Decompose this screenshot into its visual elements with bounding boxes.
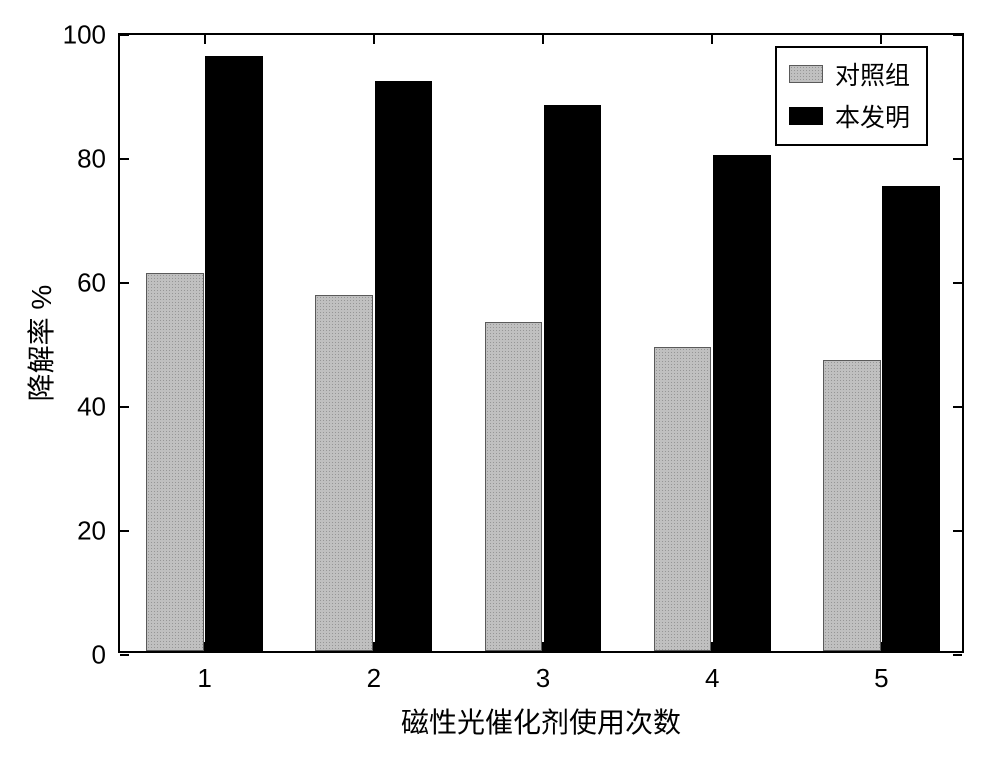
figure: 0 20 40 60 80 100 1 2 3 4 5 降解率 % 磁性光催化剂使用次数 对照组 本… [0,0,1000,757]
legend-row: 本发明 [789,98,910,134]
y-tick-mark [953,282,962,284]
legend-label-invention: 本发明 [835,98,910,134]
legend-swatch-control [789,65,823,83]
y-tick-mark [120,406,129,408]
y-tick-label: 80 [77,144,120,175]
y-tick-mark [953,406,962,408]
bar-control [315,295,373,652]
y-tick-label: 100 [63,20,120,51]
y-tick-mark [953,34,962,36]
bar-control [485,322,543,651]
x-tick-label: 4 [705,651,719,694]
y-tick-mark [953,530,962,532]
x-tick-label: 3 [536,651,550,694]
y-tick-label: 60 [77,268,120,299]
bar-invention [375,81,433,651]
y-tick-mark [120,158,129,160]
x-tick-label: 2 [367,651,381,694]
y-axis-label: 降解率 % [20,285,60,402]
legend-row: 对照组 [789,56,910,92]
bar-invention [544,105,602,651]
y-tick-mark [953,654,962,656]
bar-invention [713,155,771,651]
bar-invention [882,186,940,651]
x-tick-mark [542,35,544,44]
x-axis-label: 磁性光催化剂使用次数 [401,701,681,741]
y-tick-label: 40 [77,392,120,423]
y-tick-label: 0 [92,640,120,671]
x-tick-mark [711,35,713,44]
y-tick-mark [120,654,129,656]
y-tick-label: 20 [77,516,120,547]
bar-invention [205,56,263,651]
bar-control [146,273,204,651]
y-tick-mark [120,34,129,36]
y-tick-mark [120,530,129,532]
bar-control [823,360,881,651]
y-tick-mark [953,158,962,160]
legend-swatch-invention [789,107,823,125]
x-tick-mark [204,35,206,44]
bar-control [654,347,712,651]
x-tick-label: 1 [197,651,211,694]
legend: 对照组 本发明 [775,46,928,146]
x-tick-mark [880,35,882,44]
x-tick-label: 5 [874,651,888,694]
legend-label-control: 对照组 [835,56,910,92]
y-tick-mark [120,282,129,284]
x-tick-mark [373,35,375,44]
